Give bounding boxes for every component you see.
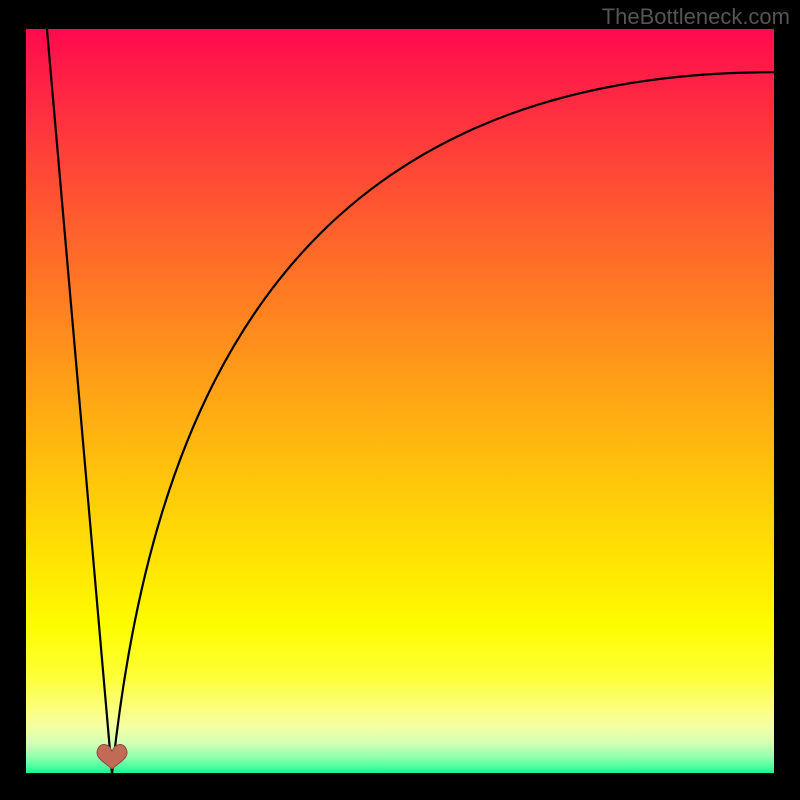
- chart-container: TheBottleneck.com: [0, 0, 800, 800]
- bottleneck-chart: [0, 0, 800, 800]
- watermark-text: TheBottleneck.com: [602, 4, 790, 30]
- plot-background: [26, 29, 774, 774]
